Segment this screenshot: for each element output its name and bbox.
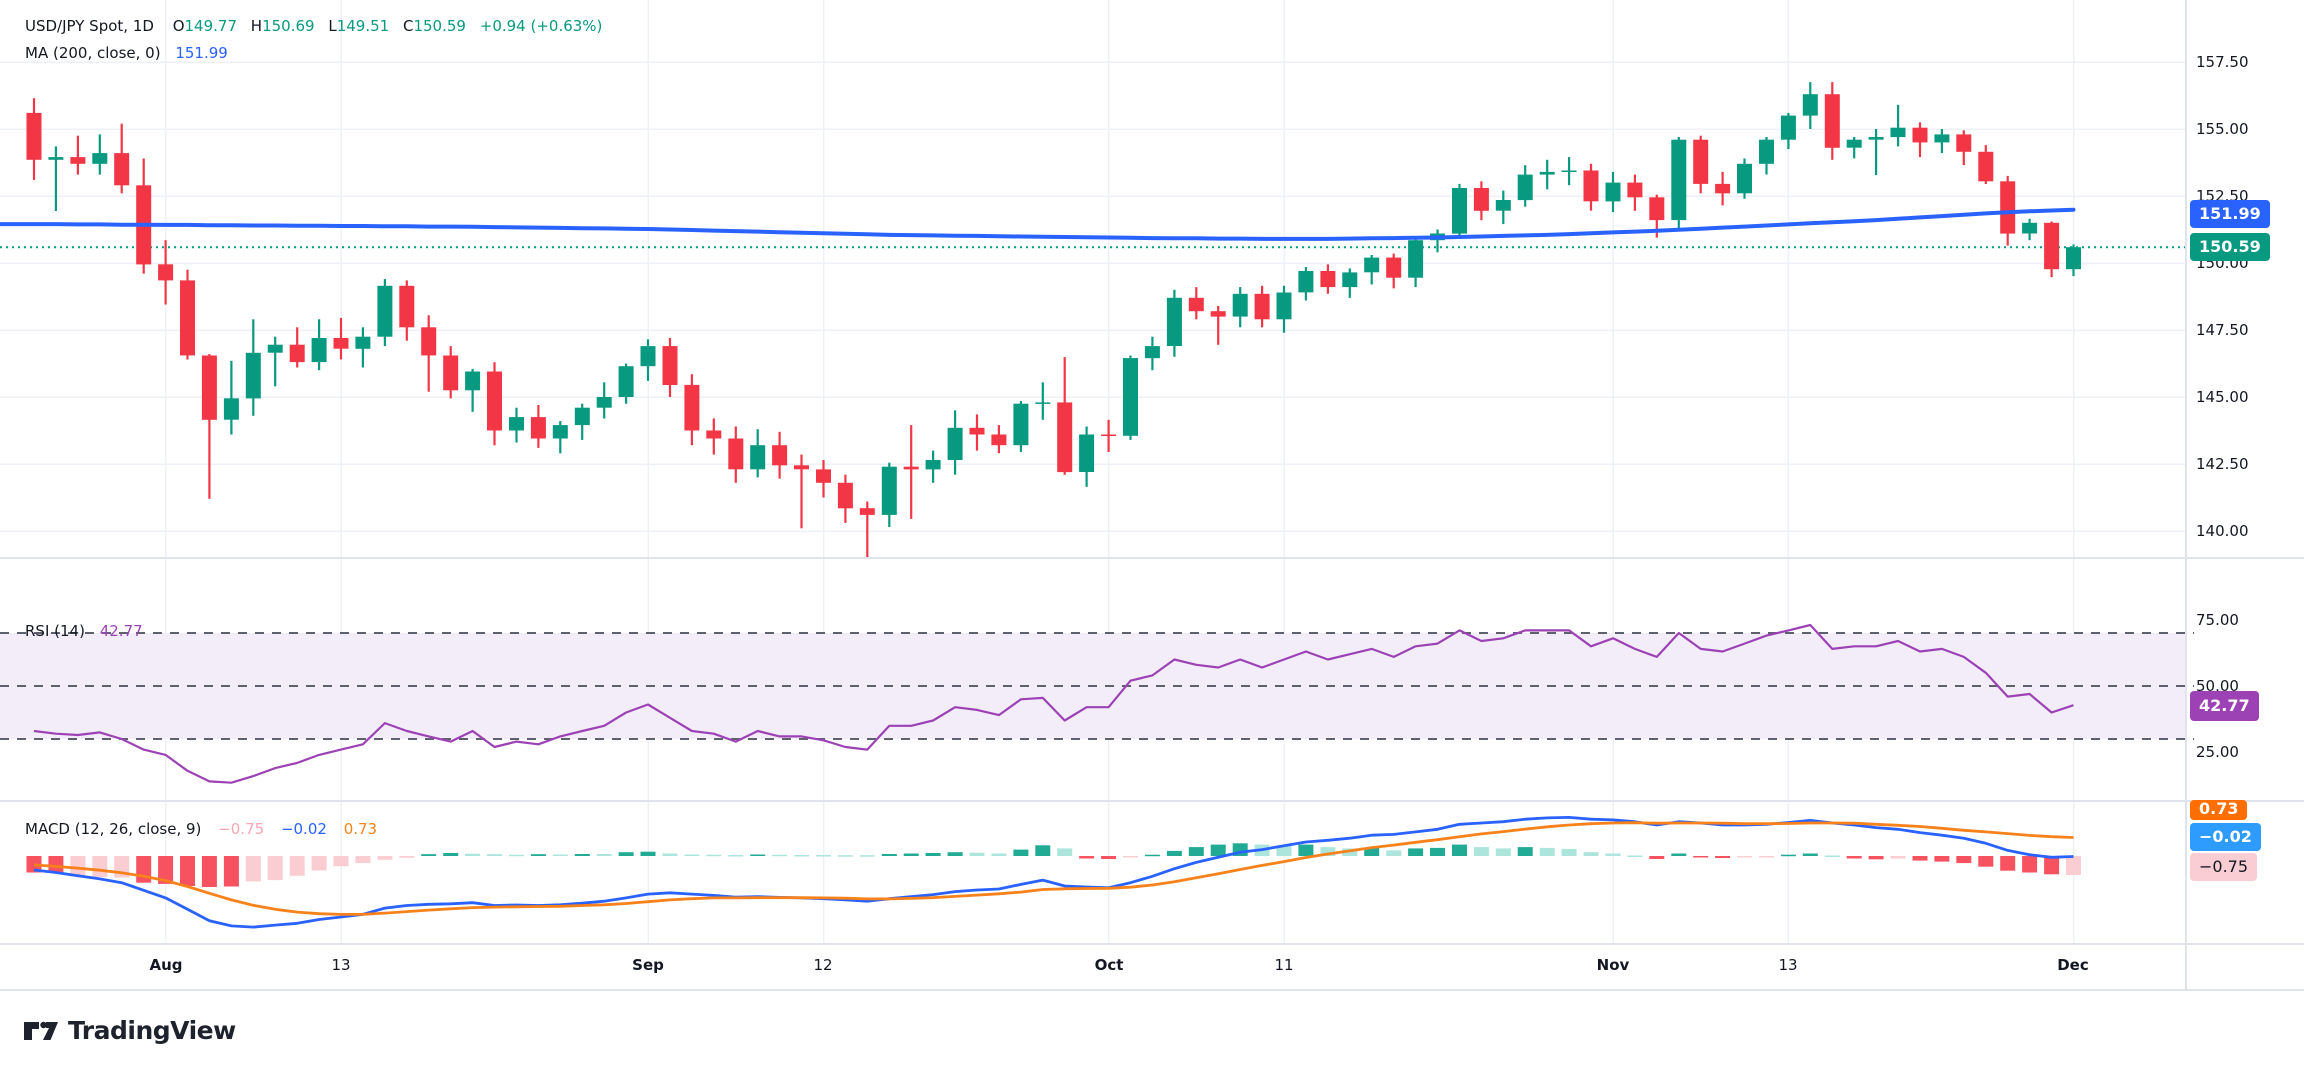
macd-line-value: −0.02 bbox=[280, 820, 327, 838]
macd-line-badge: −0.02 bbox=[2190, 823, 2261, 851]
time-axis-label: Oct bbox=[1094, 956, 1124, 974]
rsi-axis-label: 50.00 bbox=[2196, 677, 2239, 695]
symbol-legend-row[interactable]: USD/JPY Spot, 1D O149.77 H150.69 L149.51… bbox=[25, 17, 602, 35]
close-label: C bbox=[402, 17, 414, 35]
time-axis-label: Aug bbox=[149, 956, 183, 974]
change-value: +0.94 (+0.63%) bbox=[479, 17, 603, 35]
last-price-badge: 150.59 bbox=[2190, 233, 2270, 261]
ma-legend-row[interactable]: MA (200, close, 0) 151.99 bbox=[25, 44, 228, 62]
rsi-axis-label: 25.00 bbox=[2196, 743, 2239, 761]
price-axis-label: 142.50 bbox=[2196, 455, 2249, 473]
ma-value: 151.99 bbox=[175, 44, 228, 62]
rsi-legend-row[interactable]: RSI (14) 42.77 bbox=[25, 622, 143, 640]
rsi-value: 42.77 bbox=[99, 622, 143, 640]
time-axis-label: 13 bbox=[331, 956, 351, 974]
close-value: 150.59 bbox=[413, 17, 466, 35]
low-value: 149.51 bbox=[336, 17, 390, 35]
macd-signal-badge: 0.73 bbox=[2190, 800, 2248, 820]
tradingview-logo-text: TradingView bbox=[68, 1016, 236, 1045]
tradingview-logo-icon bbox=[24, 1021, 58, 1040]
rsi-axis-label: 75.00 bbox=[2196, 611, 2239, 629]
macd-label: MACD (12, 26, close, 9) bbox=[25, 820, 202, 838]
open-label: O bbox=[172, 17, 185, 35]
macd-legend-row[interactable]: MACD (12, 26, close, 9) −0.75 −0.02 0.73 bbox=[25, 820, 377, 838]
macd-hist-badge: −0.75 bbox=[2190, 853, 2258, 881]
time-axis-label: 13 bbox=[1778, 956, 1798, 974]
high-value: 150.69 bbox=[262, 17, 315, 35]
rsi-value-badge: 42.77 bbox=[2190, 691, 2259, 721]
rsi-label: RSI (14) bbox=[25, 622, 85, 640]
symbol-title: USD/JPY Spot, 1D bbox=[25, 17, 154, 35]
price-axis-label: 147.50 bbox=[2196, 321, 2249, 339]
macd-signal-value: 0.73 bbox=[343, 820, 378, 838]
macd-hist-value: −0.75 bbox=[218, 820, 265, 838]
price-axis-label: 140.00 bbox=[2196, 522, 2249, 540]
time-axis-label: Nov bbox=[1596, 956, 1630, 974]
price-axis-label: 145.00 bbox=[2196, 388, 2249, 406]
low-label: L bbox=[328, 17, 337, 35]
price-axis-label: 157.50 bbox=[2196, 53, 2249, 71]
time-axis-label: Dec bbox=[2057, 956, 2089, 974]
time-axis-label: 12 bbox=[813, 956, 833, 974]
time-axis-label: 11 bbox=[1274, 956, 1294, 974]
ma-label: MA (200, close, 0) bbox=[25, 44, 161, 62]
high-label: H bbox=[250, 17, 263, 35]
price-axis-label: 155.00 bbox=[2196, 120, 2249, 138]
time-axis-label: Sep bbox=[632, 956, 664, 974]
tradingview-logo[interactable]: TradingView bbox=[22, 1016, 236, 1045]
open-value: 149.77 bbox=[184, 17, 238, 35]
ma-price-badge: 151.99 bbox=[2190, 200, 2270, 228]
